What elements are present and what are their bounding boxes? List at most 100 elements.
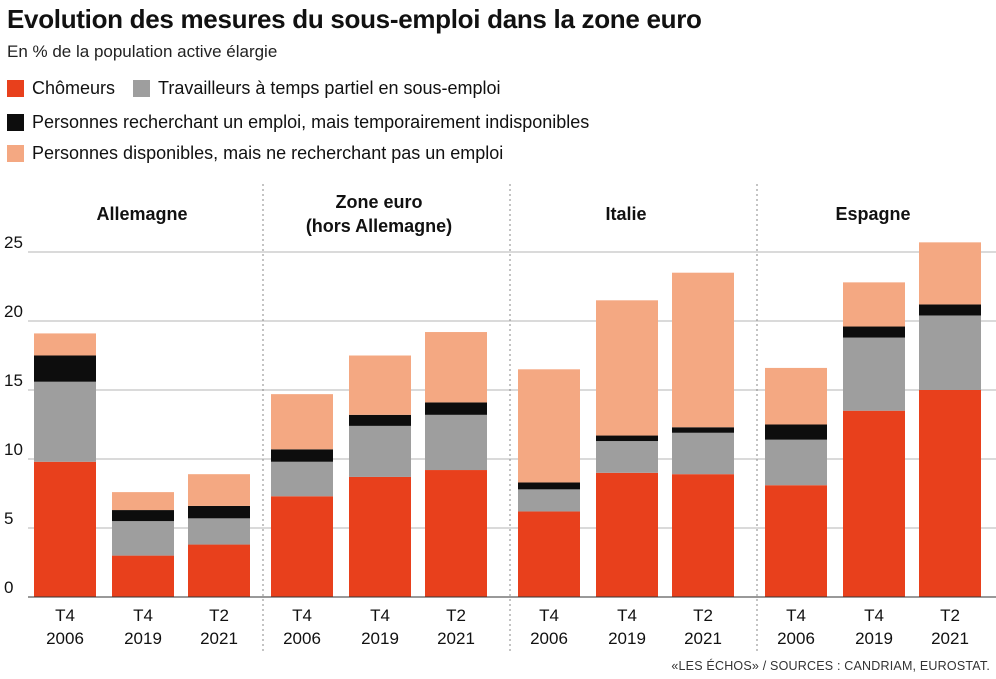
- chart-title: Evolution des mesures du sous-emploi dan…: [7, 4, 702, 34]
- category-label: 2021: [684, 629, 722, 648]
- y-tick-label: 15: [4, 371, 23, 390]
- bar-segment: [843, 282, 905, 327]
- category-label: T4: [55, 606, 75, 625]
- legend-item-disponibles: Personnes disponibles, mais ne rechercha…: [7, 143, 503, 164]
- bar-segment: [843, 410, 905, 597]
- category-label: T4: [539, 606, 559, 625]
- bar-segment: [34, 355, 96, 382]
- bar-segment: [596, 441, 658, 473]
- bar-segment: [425, 470, 487, 597]
- panel-title: Allemagne: [96, 204, 187, 224]
- bar-segment: [188, 544, 250, 597]
- category-label: 2006: [283, 629, 321, 648]
- y-tick-label: 5: [4, 509, 13, 528]
- bar-segment: [765, 424, 827, 440]
- bar-segment: [112, 555, 174, 597]
- panel-title: Italie: [605, 204, 646, 224]
- bar-segment: [672, 272, 734, 428]
- bar-segment: [188, 474, 250, 506]
- bar-segment: [672, 432, 734, 475]
- bar-segment: [843, 337, 905, 411]
- source-note: «LES ÉCHOS» / SOURCES : CANDRIAM, EUROST…: [671, 659, 990, 673]
- category-label: T4: [292, 606, 312, 625]
- bar-segment: [349, 414, 411, 426]
- bar-segment: [188, 505, 250, 519]
- bar-segment: [34, 461, 96, 597]
- bar-segment: [596, 300, 658, 436]
- bar-segment: [271, 394, 333, 450]
- category-label: 2021: [437, 629, 475, 648]
- bar-segment: [112, 492, 174, 511]
- y-tick-label: 10: [4, 440, 23, 459]
- legend-swatch-disponibles: [7, 145, 24, 162]
- legend-row-2: Personnes recherchant un emploi, mais te…: [7, 112, 607, 133]
- bar-segment: [34, 381, 96, 462]
- bar-segment: [188, 518, 250, 545]
- category-label: T2: [940, 606, 960, 625]
- category-label: 2019: [361, 629, 399, 648]
- legend-label-temps-partiel: Travailleurs à temps partiel en sous-emp…: [158, 78, 501, 98]
- bar-segment: [765, 367, 827, 425]
- bar-segment: [518, 369, 580, 483]
- category-label: T4: [786, 606, 806, 625]
- y-tick-label: 0: [4, 578, 13, 597]
- bar-segment: [765, 439, 827, 486]
- bar-segment: [425, 332, 487, 403]
- bar-segment: [349, 476, 411, 597]
- y-tick-label: 25: [4, 233, 23, 252]
- bar-segment: [271, 496, 333, 597]
- bar-segment: [843, 326, 905, 338]
- category-label: T2: [446, 606, 466, 625]
- category-label: 2021: [200, 629, 238, 648]
- category-label: 2019: [608, 629, 646, 648]
- legend-label-indisponibles: Personnes recherchant un emploi, mais te…: [32, 112, 590, 132]
- bar-segment: [518, 489, 580, 512]
- panel-title: (hors Allemagne): [306, 216, 452, 236]
- category-label: T4: [370, 606, 390, 625]
- bar-segment: [271, 461, 333, 497]
- bar-segment: [596, 435, 658, 442]
- legend-row-3: Personnes disponibles, mais ne rechercha…: [7, 143, 521, 164]
- bar-segment: [919, 315, 981, 390]
- category-label: 2019: [124, 629, 162, 648]
- bar-segment: [919, 242, 981, 305]
- bar-segment: [672, 427, 734, 433]
- category-label: 2021: [931, 629, 969, 648]
- category-label: 2006: [777, 629, 815, 648]
- bar-segment: [919, 304, 981, 316]
- bar-segment: [919, 390, 981, 597]
- category-label: T2: [209, 606, 229, 625]
- chart-subtitle: En % de la population active élargie: [7, 42, 278, 61]
- legend-label-disponibles: Personnes disponibles, mais ne rechercha…: [32, 143, 504, 163]
- legend-item-chomeurs: Chômeurs: [7, 78, 115, 99]
- bar-segment: [596, 472, 658, 597]
- bar-segment: [425, 402, 487, 415]
- category-label: 2006: [530, 629, 568, 648]
- bar-segment: [34, 333, 96, 356]
- bar-segment: [349, 355, 411, 415]
- category-label: 2006: [46, 629, 84, 648]
- legend-item-indisponibles: Personnes recherchant un emploi, mais te…: [7, 112, 589, 133]
- bar-segment: [518, 482, 580, 490]
- legend-label-chomeurs: Chômeurs: [32, 78, 116, 98]
- bar-segment: [112, 521, 174, 556]
- category-label: T4: [864, 606, 884, 625]
- bar-segment: [672, 474, 734, 597]
- bar-segment: [349, 425, 411, 477]
- bar-segment: [765, 485, 827, 597]
- panel-title: Espagne: [835, 204, 910, 224]
- category-label: T4: [617, 606, 637, 625]
- bar-segment: [271, 449, 333, 462]
- bar-segment: [112, 510, 174, 522]
- legend-row-1: Chômeurs Travailleurs à temps partiel en…: [7, 78, 519, 99]
- bar-segment: [518, 511, 580, 597]
- legend-swatch-temps-partiel: [133, 80, 151, 97]
- panel-title: Zone euro: [335, 192, 422, 212]
- bar-segment: [425, 414, 487, 471]
- legend-swatch-indisponibles: [7, 114, 24, 131]
- legend-swatch-chomeurs: [7, 80, 24, 97]
- legend-item-temps-partiel: Travailleurs à temps partiel en sous-emp…: [133, 78, 501, 99]
- y-tick-label: 20: [4, 302, 23, 321]
- category-label: 2019: [855, 629, 893, 648]
